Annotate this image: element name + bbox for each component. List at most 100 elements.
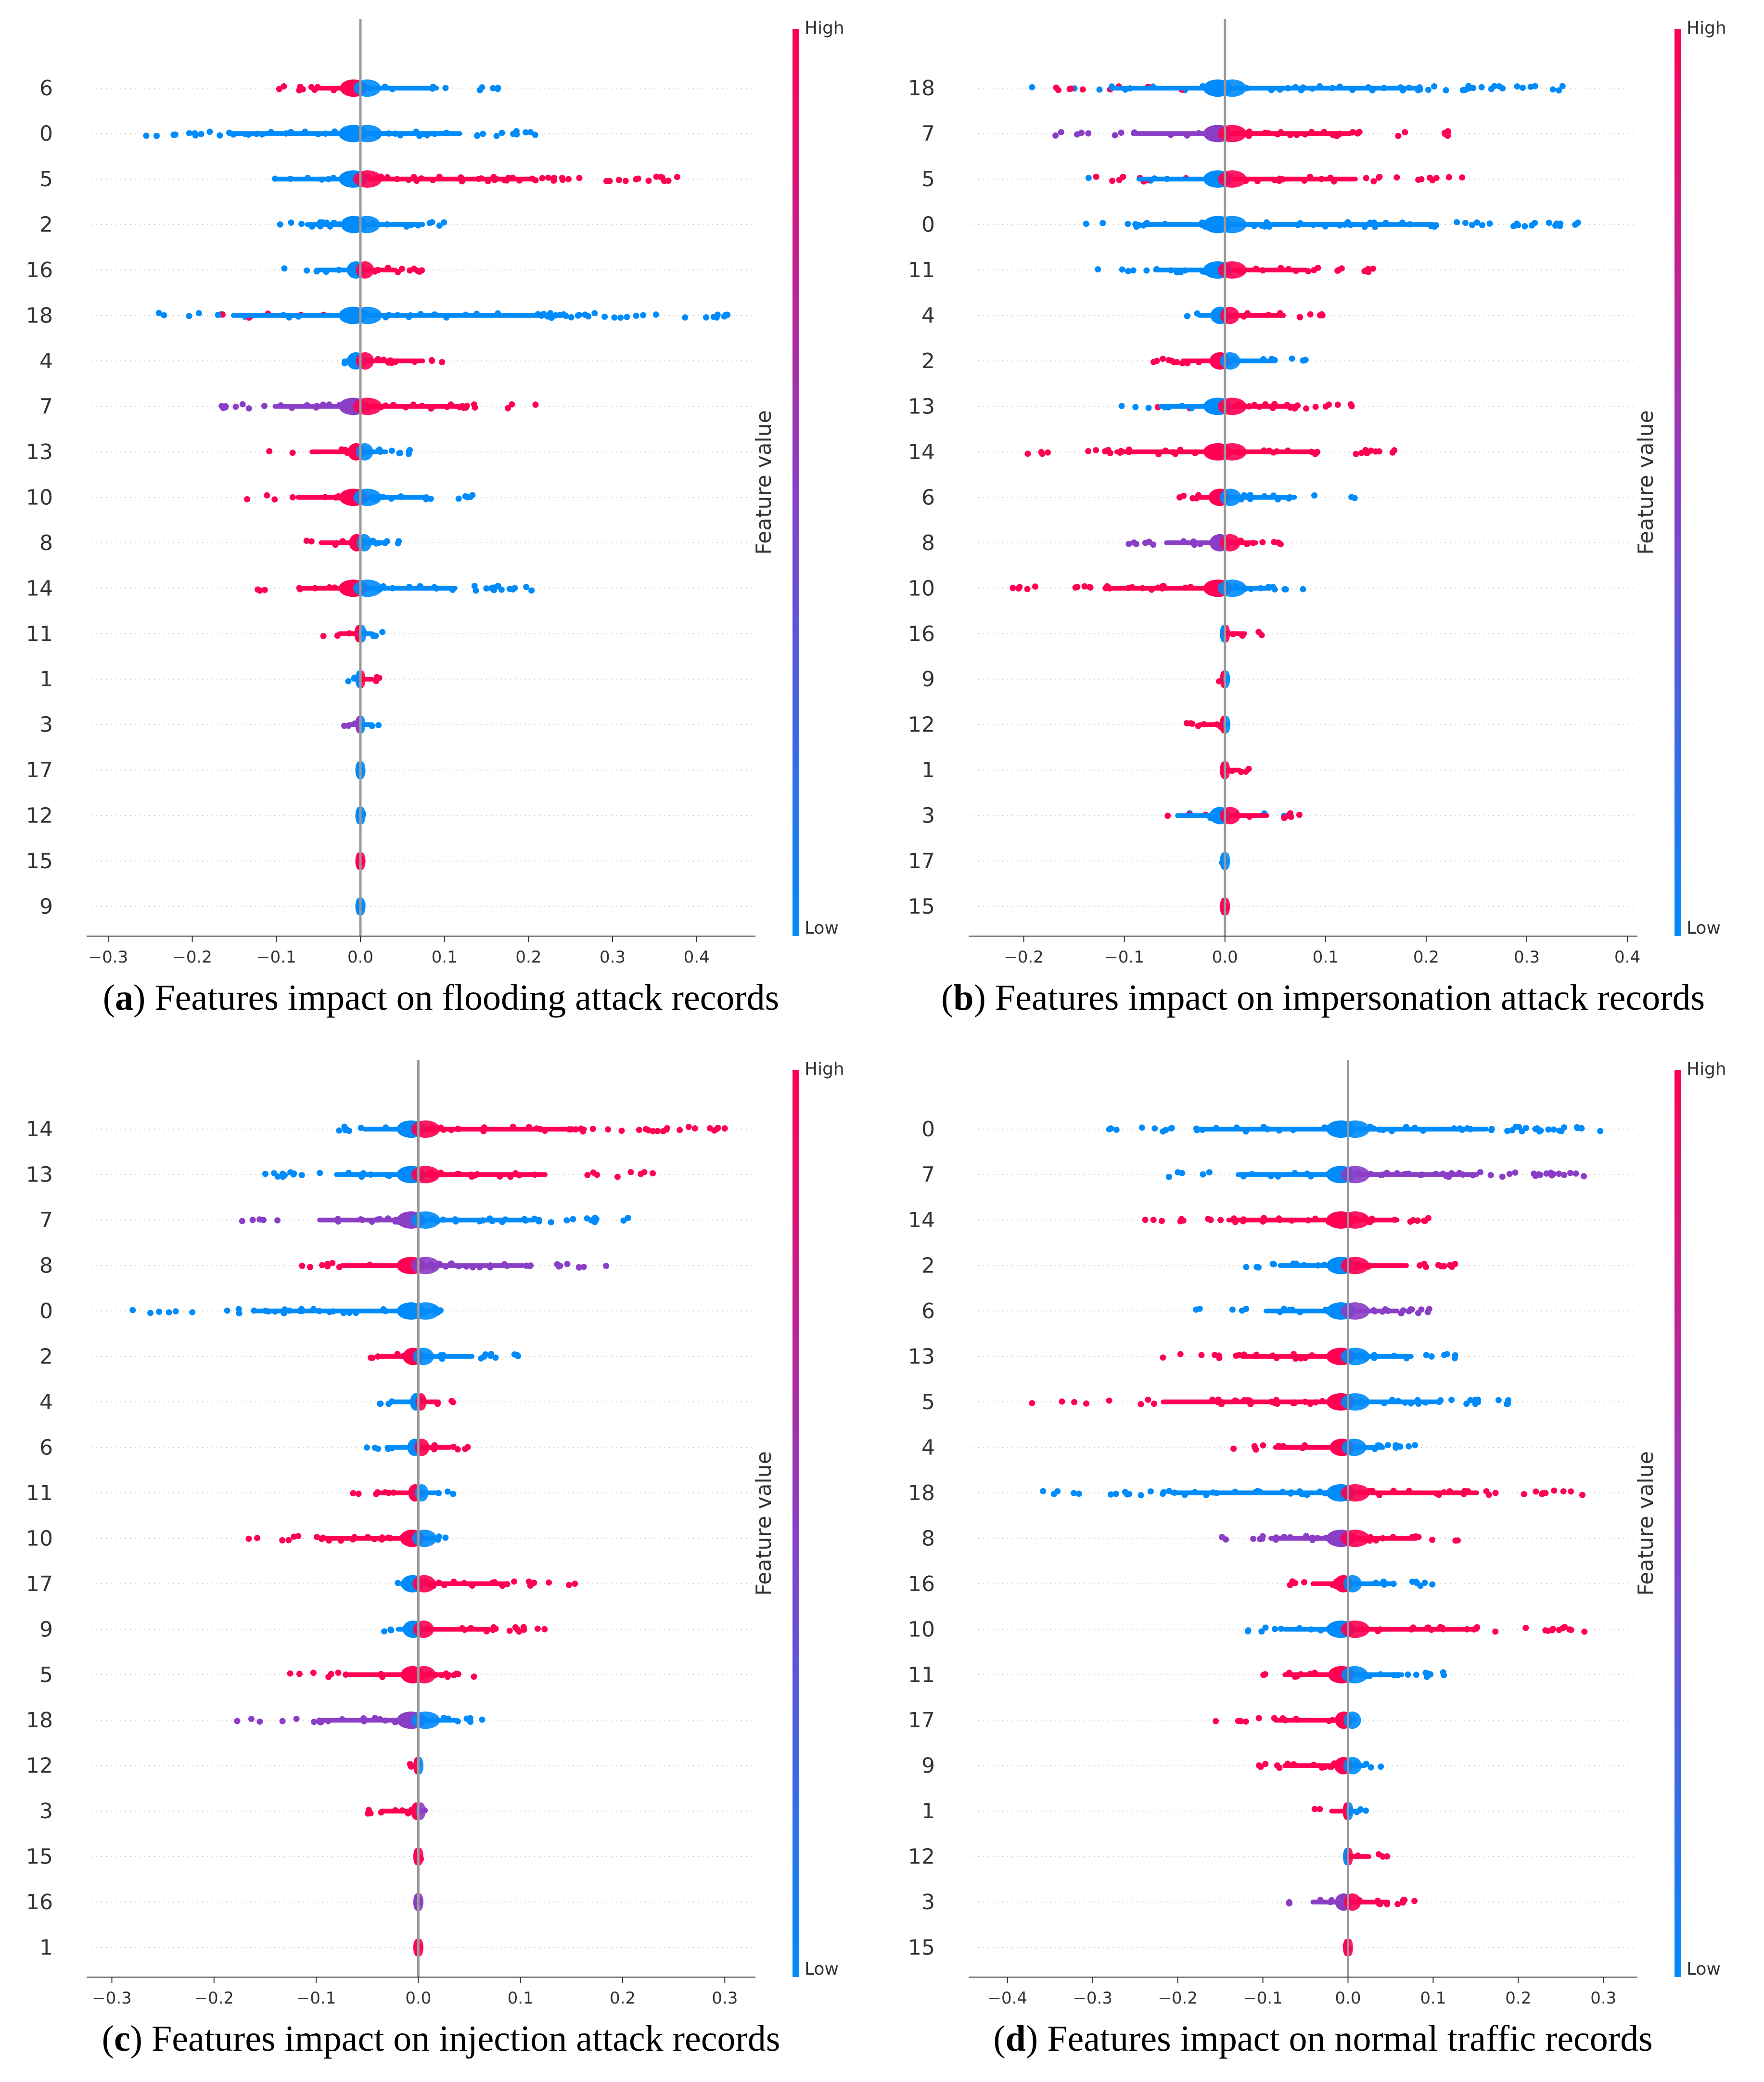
shap-point xyxy=(1136,222,1142,229)
shap-point xyxy=(495,85,501,91)
shap-point xyxy=(520,1624,527,1631)
feature-row-2: 2 xyxy=(921,349,1637,373)
shap-point xyxy=(1171,359,1177,366)
feature-label: 2 xyxy=(921,349,935,373)
shap-point xyxy=(385,1401,392,1407)
shap-point xyxy=(545,174,551,181)
feature-label: 16 xyxy=(26,1890,53,1915)
shap-point xyxy=(1365,266,1371,272)
shap-point xyxy=(1259,539,1266,546)
shap-point xyxy=(1512,1169,1519,1176)
shap-point xyxy=(605,1126,611,1133)
feature-label: 12 xyxy=(908,713,935,737)
shap-dense-left xyxy=(272,404,360,409)
shap-point xyxy=(1071,1490,1077,1496)
shap-point xyxy=(1138,1492,1144,1499)
feature-label: 10 xyxy=(26,485,53,510)
shap-point xyxy=(1085,175,1092,181)
shap-point xyxy=(374,1489,381,1496)
shap-point xyxy=(248,1716,255,1722)
shap-point xyxy=(1532,83,1538,90)
shap-point xyxy=(170,131,177,138)
feature-row-6: 6 xyxy=(921,1299,1637,1324)
shap-point xyxy=(1522,1125,1529,1131)
shap-dense-right xyxy=(1348,1127,1489,1132)
shap-point xyxy=(548,1219,554,1226)
shap-cluster-right xyxy=(1341,1348,1370,1365)
shap-point xyxy=(1312,403,1319,410)
shap-point xyxy=(1160,1354,1166,1361)
shap-point xyxy=(1196,1305,1203,1312)
shap-dense-right xyxy=(418,1263,525,1268)
shap-point xyxy=(1499,85,1506,92)
feature-label: 9 xyxy=(921,667,935,692)
shap-point xyxy=(1317,1806,1323,1812)
shap-point xyxy=(590,1169,597,1176)
shap-point xyxy=(1485,1491,1492,1498)
shap-dense-left xyxy=(1109,86,1225,91)
panel-d: 0 7 14 2 6 13 5 4 18 8 16 10 11 17 9 1 12 3 15 −0.4 −0.3 −0.2… xyxy=(882,1041,1764,2082)
shap-point xyxy=(298,1172,305,1179)
feature-label: 2 xyxy=(39,212,53,237)
feature-label: 3 xyxy=(39,713,53,737)
feature-row-2: 2 xyxy=(39,212,755,237)
shap-point xyxy=(1549,86,1556,93)
shap-dense-left xyxy=(1240,1354,1348,1359)
feature-row-2: 2 xyxy=(921,1253,1637,1278)
colorbar-high-label: High xyxy=(805,1059,844,1079)
feature-label: 10 xyxy=(908,576,935,601)
shap-point xyxy=(563,1217,570,1224)
shap-point xyxy=(355,1491,362,1497)
x-tick-label: −0.1 xyxy=(256,948,296,967)
shap-point xyxy=(319,1262,326,1269)
shap-point xyxy=(244,496,250,502)
shap-point xyxy=(1029,1400,1035,1407)
shap-dense-right xyxy=(1348,1399,1442,1404)
feature-row-7: 7 xyxy=(39,1208,755,1233)
shap-dense-right xyxy=(360,131,462,136)
shap-point xyxy=(527,129,534,136)
caption-text: Features impact on flooding attack recor… xyxy=(145,977,780,1018)
shap-point xyxy=(1105,447,1112,453)
shap-point xyxy=(285,1537,292,1543)
shap-dense-left xyxy=(1197,722,1225,727)
feature-row-9: 9 xyxy=(39,895,755,919)
shap-point xyxy=(1243,1264,1250,1271)
shap-point xyxy=(311,1719,318,1725)
shap-point xyxy=(685,1124,692,1130)
shap-point xyxy=(1229,1306,1236,1313)
shap-point xyxy=(455,1671,461,1677)
feature-label: 18 xyxy=(26,303,53,328)
shap-point xyxy=(1351,495,1358,501)
shap-point xyxy=(1521,1491,1527,1497)
shap-point xyxy=(1478,84,1485,90)
shap-point xyxy=(1045,449,1051,456)
feature-row-13: 13 xyxy=(908,394,1637,419)
shap-point xyxy=(1469,221,1475,228)
feature-label: 12 xyxy=(908,1845,935,1869)
feature-label: 5 xyxy=(39,167,53,192)
feature-label: 14 xyxy=(908,1208,935,1233)
shap-dense-left xyxy=(1136,177,1225,182)
feature-label: 15 xyxy=(26,849,53,874)
shap-dense-right xyxy=(418,1581,509,1586)
shap-point xyxy=(217,132,223,139)
shap-point xyxy=(1492,1490,1499,1496)
feature-row-9: 9 xyxy=(921,1754,1637,1778)
shap-dense-right xyxy=(1348,1854,1372,1859)
shap-point xyxy=(1528,222,1535,229)
shap-point xyxy=(645,178,652,184)
shap-point xyxy=(575,1264,582,1271)
shap-dense-left xyxy=(1114,449,1225,454)
shap-dense-right xyxy=(360,404,467,409)
shap-point xyxy=(298,220,305,227)
feature-row-12: 12 xyxy=(908,1845,1637,1869)
shap-cluster-right xyxy=(353,579,382,597)
shap-point xyxy=(299,86,306,92)
shap-point xyxy=(691,1125,698,1132)
shap-dense-right xyxy=(418,1627,492,1632)
shap-point xyxy=(1068,85,1074,92)
feature-label: 5 xyxy=(921,1390,935,1414)
feature-label: 7 xyxy=(39,394,53,419)
feature-label: 12 xyxy=(26,804,53,828)
